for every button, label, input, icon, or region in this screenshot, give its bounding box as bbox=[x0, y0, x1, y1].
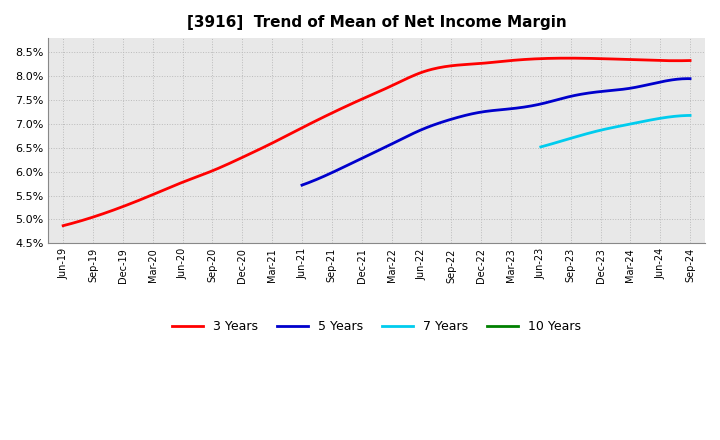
3 Years bbox=[432, 66, 441, 71]
Line: 7 Years: 7 Years bbox=[541, 115, 690, 147]
Line: 3 Years: 3 Years bbox=[63, 58, 690, 226]
5 Years bbox=[528, 103, 536, 109]
7 Years bbox=[685, 113, 694, 118]
3 Years bbox=[589, 56, 598, 61]
7 Years bbox=[626, 121, 634, 127]
3 Years bbox=[629, 57, 638, 62]
7 Years bbox=[628, 121, 636, 126]
7 Years bbox=[662, 115, 671, 120]
Legend: 3 Years, 5 Years, 7 Years, 10 Years: 3 Years, 5 Years, 7 Years, 10 Years bbox=[167, 315, 586, 338]
3 Years bbox=[61, 223, 70, 228]
7 Years bbox=[625, 121, 634, 127]
5 Years bbox=[683, 76, 692, 81]
5 Years bbox=[685, 76, 694, 81]
3 Years bbox=[430, 66, 438, 71]
Title: [3916]  Trend of Mean of Net Income Margin: [3916] Trend of Mean of Net Income Margi… bbox=[186, 15, 567, 30]
7 Years bbox=[536, 144, 545, 150]
7 Years bbox=[672, 114, 680, 119]
5 Years bbox=[528, 103, 537, 108]
5 Years bbox=[297, 183, 306, 188]
3 Years bbox=[443, 64, 451, 69]
5 Years bbox=[649, 81, 658, 86]
3 Years bbox=[685, 58, 694, 63]
5 Years bbox=[535, 102, 544, 107]
3 Years bbox=[564, 55, 573, 61]
3 Years bbox=[59, 223, 68, 228]
5 Years bbox=[625, 86, 634, 91]
5 Years bbox=[299, 182, 307, 187]
7 Years bbox=[537, 144, 546, 150]
Line: 5 Years: 5 Years bbox=[302, 79, 690, 185]
